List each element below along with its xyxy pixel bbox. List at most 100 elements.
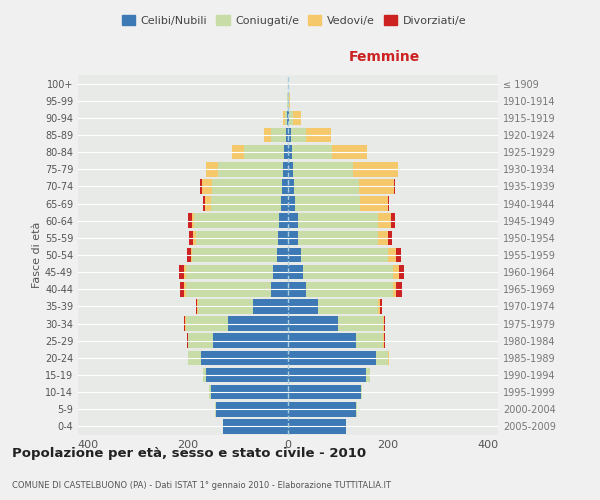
Bar <box>213 334 288 348</box>
Bar <box>184 316 185 331</box>
Bar <box>284 110 287 125</box>
Bar <box>281 196 288 211</box>
Bar <box>223 419 288 434</box>
Bar <box>185 316 228 331</box>
Bar <box>184 265 185 280</box>
Bar <box>355 402 356 416</box>
Bar <box>205 162 218 176</box>
Bar <box>283 162 288 176</box>
Bar <box>287 110 288 125</box>
Bar <box>288 419 346 434</box>
Bar <box>192 248 277 262</box>
Bar <box>279 214 288 228</box>
Y-axis label: Fasce di età: Fasce di età <box>32 222 42 288</box>
Bar <box>271 128 286 142</box>
Bar <box>305 282 393 296</box>
Bar <box>253 299 288 314</box>
Bar <box>282 179 288 194</box>
Bar <box>284 145 288 160</box>
Bar <box>353 162 398 176</box>
Text: Femmine: Femmine <box>349 50 420 64</box>
Bar <box>287 94 288 108</box>
Bar <box>218 162 283 176</box>
Bar <box>203 196 205 211</box>
Bar <box>388 248 395 262</box>
Bar <box>359 179 394 194</box>
Bar <box>318 299 378 314</box>
Bar <box>228 316 288 331</box>
Bar <box>283 110 284 125</box>
Bar <box>376 350 388 365</box>
Bar <box>187 248 190 262</box>
Bar <box>399 265 404 280</box>
Bar <box>203 368 205 382</box>
Bar <box>395 282 401 296</box>
Bar <box>193 230 196 245</box>
Bar <box>293 162 353 176</box>
Bar <box>393 265 399 280</box>
Bar <box>196 299 197 314</box>
Bar <box>189 230 193 245</box>
Bar <box>288 282 305 296</box>
Bar <box>288 299 318 314</box>
Bar <box>305 128 331 142</box>
Bar <box>185 265 273 280</box>
Bar <box>191 214 194 228</box>
Bar <box>361 385 362 400</box>
Bar <box>211 196 281 211</box>
Bar <box>290 128 305 142</box>
Bar <box>288 265 303 280</box>
Bar <box>378 214 391 228</box>
Bar <box>212 179 282 194</box>
Bar <box>271 282 288 296</box>
Bar <box>288 179 294 194</box>
Bar <box>384 316 385 331</box>
Bar <box>288 196 295 211</box>
Bar <box>303 265 393 280</box>
Bar <box>200 350 288 365</box>
Bar <box>273 265 288 280</box>
Bar <box>188 350 200 365</box>
Bar <box>187 214 191 228</box>
Bar <box>202 179 212 194</box>
Bar <box>190 248 192 262</box>
Bar <box>298 214 378 228</box>
Bar <box>292 145 332 160</box>
Bar <box>332 145 367 160</box>
Bar <box>232 145 244 160</box>
Bar <box>263 128 271 142</box>
Bar <box>394 179 395 194</box>
Bar <box>205 368 288 382</box>
Bar <box>200 179 202 194</box>
Bar <box>395 248 401 262</box>
Bar <box>288 110 289 125</box>
Bar <box>360 196 388 211</box>
Bar <box>288 334 355 348</box>
Bar <box>180 282 184 296</box>
Bar <box>388 196 389 211</box>
Bar <box>391 214 395 228</box>
Bar <box>198 299 253 314</box>
Bar <box>289 110 293 125</box>
Bar <box>393 282 395 296</box>
Bar <box>244 145 284 160</box>
Bar <box>383 316 384 331</box>
Bar <box>288 162 293 176</box>
Bar <box>288 128 290 142</box>
Text: COMUNE DI CASTELBUONO (PA) - Dati ISTAT 1° gennaio 2010 - Elaborazione TUTTITALI: COMUNE DI CASTELBUONO (PA) - Dati ISTAT … <box>12 480 391 490</box>
Bar <box>294 179 359 194</box>
Bar <box>196 230 278 245</box>
Bar <box>215 402 288 416</box>
Bar <box>188 334 213 348</box>
Text: Popolazione per età, sesso e stato civile - 2010: Popolazione per età, sesso e stato civil… <box>12 448 366 460</box>
Bar <box>184 282 185 296</box>
Bar <box>185 282 271 296</box>
Bar <box>197 299 198 314</box>
Bar <box>288 248 301 262</box>
Bar <box>288 214 298 228</box>
Bar <box>288 94 289 108</box>
Bar <box>288 316 338 331</box>
Legend: Celibi/Nubili, Coniugati/e, Vedovi/e, Divorziati/e: Celibi/Nubili, Coniugati/e, Vedovi/e, Di… <box>118 10 470 30</box>
Bar <box>179 265 184 280</box>
Bar <box>277 248 288 262</box>
